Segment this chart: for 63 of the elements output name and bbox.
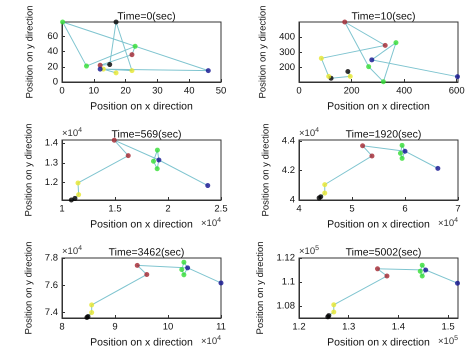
x-tick-label: 1.5 [441,322,455,332]
y-tick-label: 7.8 [44,252,58,264]
y-tick-label: 1.3 [44,157,58,168]
x-tick-label: 30 [152,86,163,96]
chart-title: Time=5002(sec) [346,246,422,258]
x-tick-label: 1.3 [342,322,356,332]
x-axis-title: Position on x direction [327,218,430,230]
x-axis-title: Position on x direction [90,218,194,230]
y-tick-label: 4.2 [282,164,295,176]
y-tick-label: 1.1 [282,276,295,288]
x-tick-label: 2 [165,204,171,214]
y-axis-title: Position on y direction [24,6,36,98]
chart-title: Time=0(sec) [117,10,176,22]
x-tick-label: 1.4 [392,322,405,332]
y-axis-title: Position on y direction [23,124,34,216]
x-tick-label: 8 [59,322,65,332]
x-tick-label: 20 [120,86,131,96]
y-tick-label: 40 [47,46,58,58]
x-tick-label: 10 [162,322,174,332]
y-tick-label: 0 [52,76,58,88]
y-tick-label: 7.4 [44,307,58,318]
chart-title: Time=569(sec) [112,128,182,140]
chart-title: Time=10(sec) [351,10,416,22]
y-tick-label: 20 [47,61,58,72]
y-tick-label: 7.6 [44,280,58,291]
y-tick-label: 4.4 [282,135,295,146]
chart-title: Time=3462(sec) [108,246,184,258]
x-tick-label: 9 [112,322,118,332]
y-axis-title: Position on y direction [255,242,266,334]
x-tick-label: 1.5 [108,204,122,214]
y-tick-label: 1.2 [44,177,58,188]
x-axis-title: Position on x direction [90,100,194,112]
y-tick-label: 400 [279,32,295,43]
x-tick-label: 10 [88,86,100,96]
y-tick-label: 1.08 [276,300,295,312]
x-axis-title: Position on x direction [327,336,430,348]
x-tick-label: 2.5 [214,204,228,214]
y-tick-label: 60 [47,30,58,42]
x-tick-label: 5 [349,204,355,214]
y-tick-label: 1.4 [44,137,58,148]
y-tick-label: 200 [279,62,295,74]
x-tick-label: 1 [59,204,65,214]
x-tick-label: 6 [402,204,408,214]
x-axis-title: Position on x direction [90,336,194,348]
y-axis-title: Position on y direction [260,124,272,216]
x-tick-label: 50 [216,86,226,96]
x-tick-label: 1.2 [292,322,306,332]
y-axis-title: Position on y direction [258,6,269,98]
x-tick-label: 40 [184,86,194,96]
y-tick-label: 4 [290,194,295,206]
x-tick-label: 0 [296,86,302,96]
x-tick-label: 600 [448,86,465,96]
y-axis-title: Position on y direction [23,242,34,334]
y-tick-label: 1.12 [276,252,295,264]
x-tick-label: 200 [344,86,360,96]
x-tick-label: 4 [296,204,302,214]
x-tick-label: 400 [396,86,412,96]
x-tick-label: 0 [59,86,65,96]
x-tick-label: 7 [455,204,461,214]
x-tick-label: 11 [216,322,226,332]
chart-title: Time=1920(sec) [346,128,422,140]
y-tick-label: 300 [279,46,295,58]
x-axis-title: Position on x direction [327,100,430,112]
